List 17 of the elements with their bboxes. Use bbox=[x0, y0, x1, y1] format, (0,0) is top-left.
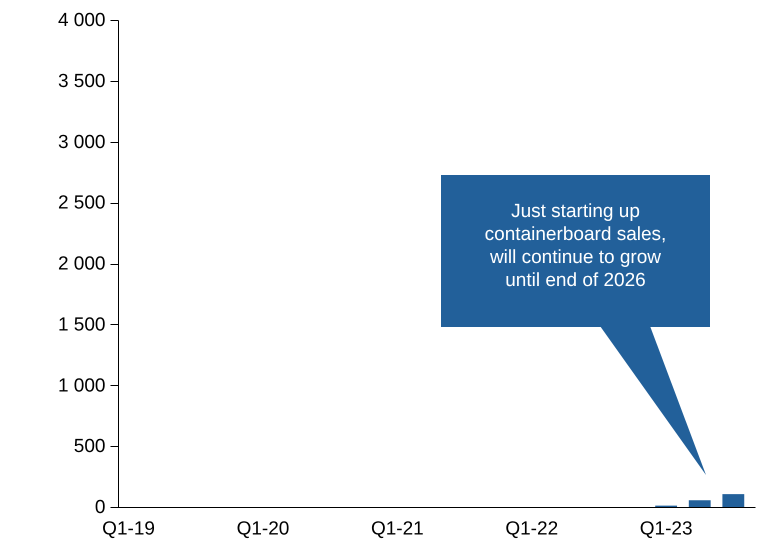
y-tick-label: 1 000 bbox=[58, 375, 106, 396]
y-tick-label: 3 500 bbox=[58, 70, 106, 92]
x-tick-label: Q1-23 bbox=[640, 518, 693, 540]
y-tick-label: 0 bbox=[94, 497, 106, 518]
y-tick-label: 500 bbox=[74, 436, 106, 458]
y-tick-label: 1 500 bbox=[58, 314, 106, 336]
x-tick-label: Q1-20 bbox=[236, 518, 290, 540]
y-tick-label: 4 000 bbox=[58, 10, 106, 31]
callout-text: Just starting up containerboard sales, will continue to grow until end of 2026 bbox=[484, 201, 666, 293]
x-tick-label: Q1-19 bbox=[102, 518, 155, 540]
x-tick-label: Q1-22 bbox=[505, 518, 558, 540]
bar bbox=[722, 494, 744, 508]
y-tick-label: 2 500 bbox=[58, 192, 106, 214]
y-tick-label: 3 000 bbox=[58, 132, 106, 153]
bar bbox=[688, 500, 711, 508]
x-tick-label: Q1-21 bbox=[370, 518, 424, 540]
y-tick-label: 2 000 bbox=[58, 254, 106, 274]
